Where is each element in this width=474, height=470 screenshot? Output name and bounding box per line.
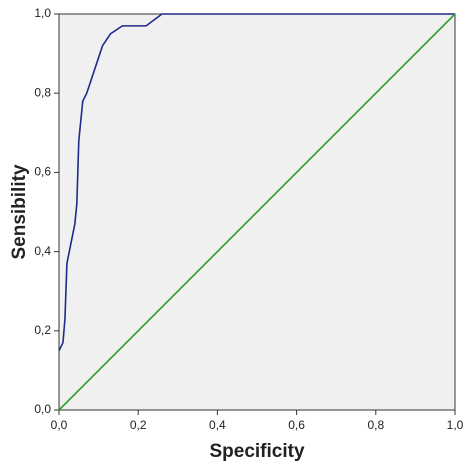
line	[58, 13, 456, 411]
y-tick-label: 1,0	[34, 6, 51, 20]
y-tick-label: 0,2	[34, 323, 51, 337]
x-tick-label: 1,0	[447, 418, 464, 432]
x-tick-label: 0,0	[51, 418, 68, 432]
x-axis-title: Specificity	[209, 441, 304, 462]
line	[58, 13, 455, 351]
x-tick-label: 0,2	[130, 418, 147, 432]
x-tick-label: 0,4	[209, 418, 226, 432]
y-tick-label: 0,8	[34, 85, 51, 99]
y-tick-label: 0,4	[34, 244, 51, 258]
y-tick-label: 0,6	[34, 165, 51, 179]
x-tick-label: 0,8	[367, 418, 384, 432]
x-tick-label: 0,6	[288, 418, 305, 432]
y-tick-label: 0,0	[34, 402, 51, 416]
y-axis-title: Sensibility	[9, 164, 30, 259]
